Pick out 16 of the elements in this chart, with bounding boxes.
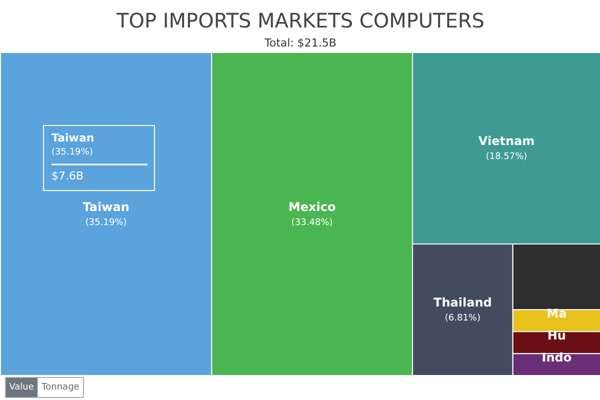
category-label: Mexico <box>288 200 336 214</box>
data-label: (18.57%) <box>486 152 528 162</box>
category-label: Thailand <box>434 296 492 310</box>
text: Value <box>9 382 34 392</box>
category-label: Vietnam <box>478 134 535 148</box>
text: TOP IMPORTS MARKETS COMPUTERS <box>115 8 485 32</box>
text: Taiwan (35.19%) $7.6B <box>52 132 94 182</box>
data-label: (6.81%) <box>444 314 480 324</box>
text: Total: $21.5B <box>264 36 336 50</box>
data-label: (33.48%) <box>291 218 333 228</box>
category-label: Hu <box>547 328 566 343</box>
category-label: Taiwan <box>82 200 130 214</box>
text: Tonnage <box>40 382 80 392</box>
data-label: (35.19%) <box>85 218 127 228</box>
category-label: Ma <box>546 306 567 321</box>
category-label: Indo <box>542 350 572 365</box>
